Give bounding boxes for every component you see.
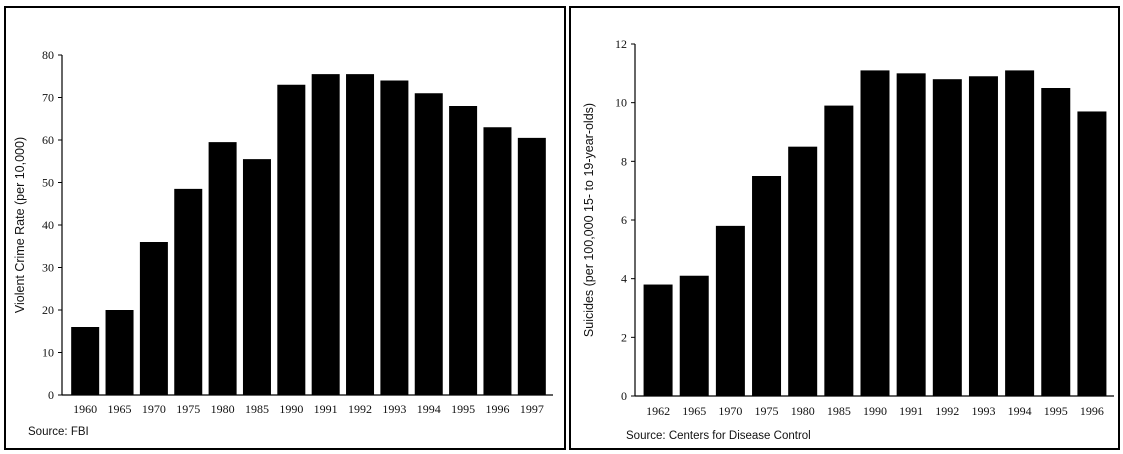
x-tick-label: 1995 <box>1044 404 1068 418</box>
bar <box>643 284 673 396</box>
bar <box>483 127 512 395</box>
x-tick-label: 1980 <box>211 402 235 416</box>
bar <box>715 225 745 396</box>
y-tick-label: 20 <box>42 303 54 317</box>
violent-crime-chart: 0 10 20 30 40 50 60 70 80 1960 1965 1970 1975 1980 198… <box>13 48 553 416</box>
y-tick-label: 0 <box>621 389 627 403</box>
bar <box>896 73 926 396</box>
bar <box>860 70 890 397</box>
y-tick-label: 12 <box>615 37 627 51</box>
y-tick-label: 70 <box>42 91 54 105</box>
x-tick-label: 1993 <box>971 404 995 418</box>
bar <box>932 79 962 396</box>
y-tick-label: 8 <box>621 154 627 168</box>
chart-source-label: Source: Centers for Disease Control <box>626 430 811 442</box>
y-tick-label: 2 <box>621 330 627 344</box>
bar <box>346 74 375 395</box>
x-tick-label: 1997 <box>520 402 544 416</box>
y-tick-label: 50 <box>42 176 54 190</box>
y-tick-label: 30 <box>42 261 54 275</box>
x-tick-label: 1996 <box>485 402 509 416</box>
x-tick-label: 1994 <box>417 402 441 416</box>
x-tick-label: 1975 <box>176 402 200 416</box>
x-tick-label: 1960 <box>73 402 97 416</box>
y-tick-label: 80 <box>42 48 54 62</box>
x-tick-label: 1991 <box>899 404 923 418</box>
bar <box>968 76 998 397</box>
bar <box>788 146 818 396</box>
chart-source-label: Source: FBI <box>28 426 89 438</box>
bar <box>517 137 546 395</box>
y-tick-label: 10 <box>615 96 627 110</box>
x-tick-label: 1985 <box>245 402 269 416</box>
x-tick-label: 1990 <box>863 404 887 418</box>
y-tick-label: 0 <box>48 388 54 402</box>
x-tick-label: 1970 <box>718 404 742 418</box>
x-tick-label: 1985 <box>827 404 851 418</box>
bar <box>242 159 271 395</box>
bar <box>311 74 340 395</box>
bar <box>414 93 443 395</box>
x-tick-label: 1980 <box>791 404 815 418</box>
bar <box>1005 70 1035 397</box>
x-tick-label: 1994 <box>1008 404 1032 418</box>
y-tick-label: 40 <box>42 218 54 232</box>
x-tick-label: 1990 <box>279 402 303 416</box>
bar <box>139 242 168 395</box>
x-tick-label: 1993 <box>382 402 406 416</box>
bar <box>1077 111 1107 396</box>
bar <box>380 80 409 395</box>
x-tick-label: 1962 <box>646 404 670 418</box>
bar <box>752 176 782 396</box>
x-tick-label: 1995 <box>451 402 475 416</box>
x-tick-label: 1975 <box>755 404 779 418</box>
bar <box>71 327 100 395</box>
bar <box>1041 88 1071 396</box>
x-tick-label: 1965 <box>108 402 132 416</box>
bar <box>105 310 134 395</box>
teen-suicide-chart: 0 2 4 6 8 10 12 1962 1965 1970 1975 1980 1985 1990 199… <box>582 37 1114 418</box>
violent-crime-chart-panel: 0 10 20 30 40 50 60 70 80 1960 1965 1970 1975 1980 198… <box>4 6 566 450</box>
bar <box>449 106 478 395</box>
bar <box>679 275 709 396</box>
y-tick-label: 10 <box>42 346 54 360</box>
x-tick-label: 1992 <box>935 404 959 418</box>
bar <box>824 105 854 396</box>
x-tick-label: 1991 <box>314 402 338 416</box>
x-tick-label: 1970 <box>142 402 166 416</box>
y-tick-label: 4 <box>621 272 627 286</box>
x-tick-label: 1965 <box>682 404 706 418</box>
x-tick-label: 1992 <box>348 402 372 416</box>
y-axis-label: Violent Crime Rate (per 10,000) <box>13 137 27 313</box>
x-tick-label: 1996 <box>1080 404 1104 418</box>
teen-suicide-chart-panel: 0 2 4 6 8 10 12 1962 1965 1970 1975 1980 1985 1990 199… <box>569 6 1120 450</box>
y-tick-label: 6 <box>621 213 627 227</box>
y-tick-label: 60 <box>42 133 54 147</box>
y-axis-label: Suicides (per 100,000 15- to 19-year-old… <box>582 103 596 337</box>
bar <box>277 84 306 395</box>
bar <box>174 188 203 395</box>
bar <box>208 142 237 395</box>
